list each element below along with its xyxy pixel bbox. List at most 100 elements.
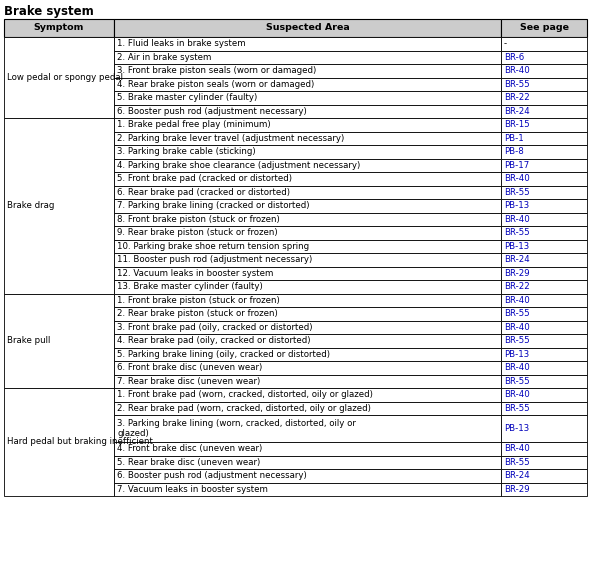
Text: BR-24: BR-24	[504, 255, 530, 264]
Bar	[501, 172, 587, 186]
Bar	[114, 280, 501, 294]
Bar	[114, 77, 501, 91]
Text: 12. Vacuum leaks in booster system: 12. Vacuum leaks in booster system	[117, 269, 274, 278]
Bar	[114, 361, 501, 375]
Text: BR-24: BR-24	[504, 107, 530, 116]
Text: 1. Front brake piston (stuck or frozen): 1. Front brake piston (stuck or frozen)	[117, 296, 280, 305]
Bar	[501, 455, 587, 469]
Text: 2. Air in brake system: 2. Air in brake system	[117, 53, 212, 62]
Text: PB-1: PB-1	[504, 134, 524, 143]
Text: 2. Parking brake lever travel (adjustment necessary): 2. Parking brake lever travel (adjustmen…	[117, 134, 344, 143]
Text: 3. Parking brake lining (worn, cracked, distorted, oily or
glazed): 3. Parking brake lining (worn, cracked, …	[117, 419, 356, 438]
Bar	[114, 442, 501, 455]
Bar	[4, 294, 114, 388]
Bar	[501, 294, 587, 307]
Text: 7. Rear brake disc (uneven wear): 7. Rear brake disc (uneven wear)	[117, 377, 260, 386]
Text: BR-55: BR-55	[504, 188, 530, 197]
Bar	[114, 132, 501, 145]
Text: 5. Parking brake lining (oily, cracked or distorted): 5. Parking brake lining (oily, cracked o…	[117, 350, 330, 359]
Text: 3. Parking brake cable (sticking): 3. Parking brake cable (sticking)	[117, 147, 256, 156]
Bar	[501, 415, 587, 442]
Text: Low pedal or spongy pedal: Low pedal or spongy pedal	[7, 73, 123, 82]
Bar	[4, 388, 114, 496]
Bar	[114, 226, 501, 239]
Text: BR-55: BR-55	[504, 228, 530, 237]
Bar	[501, 361, 587, 375]
Text: Symptom: Symptom	[34, 24, 84, 32]
Text: Brake drag: Brake drag	[7, 201, 54, 210]
Bar	[114, 64, 501, 77]
Bar	[114, 347, 501, 361]
Bar	[501, 158, 587, 172]
Text: Suspected Area: Suspected Area	[265, 24, 349, 32]
Bar	[501, 213, 587, 226]
Bar	[501, 307, 587, 320]
Bar	[501, 239, 587, 253]
Text: BR-6: BR-6	[504, 53, 524, 62]
Text: BR-40: BR-40	[504, 444, 530, 453]
Text: BR-40: BR-40	[504, 215, 530, 224]
Text: 4. Rear brake pad (oily, cracked or distorted): 4. Rear brake pad (oily, cracked or dist…	[117, 336, 310, 345]
Bar	[114, 402, 501, 415]
Text: 4. Rear brake piston seals (worn or damaged): 4. Rear brake piston seals (worn or dama…	[117, 80, 314, 89]
Bar	[114, 199, 501, 213]
Bar	[501, 442, 587, 455]
Bar	[114, 37, 501, 50]
Bar	[501, 105, 587, 118]
Text: BR-40: BR-40	[504, 174, 530, 183]
Text: BR-55: BR-55	[504, 377, 530, 386]
Bar	[114, 388, 501, 402]
Text: 11. Booster push rod (adjustment necessary): 11. Booster push rod (adjustment necessa…	[117, 255, 312, 264]
Text: 2. Rear brake piston (stuck or frozen): 2. Rear brake piston (stuck or frozen)	[117, 309, 278, 318]
Text: PB-17: PB-17	[504, 161, 530, 170]
Bar	[501, 347, 587, 361]
Bar	[4, 118, 114, 294]
Text: 6. Booster push rod (adjustment necessary): 6. Booster push rod (adjustment necessar…	[117, 107, 307, 116]
Text: 13. Brake master cylinder (faulty): 13. Brake master cylinder (faulty)	[117, 282, 263, 291]
Bar	[501, 145, 587, 158]
Text: Brake system: Brake system	[4, 5, 94, 18]
Bar	[114, 320, 501, 334]
Text: 6. Front brake disc (uneven wear): 6. Front brake disc (uneven wear)	[117, 363, 262, 372]
Bar	[501, 402, 587, 415]
Bar	[114, 239, 501, 253]
Text: 4. Front brake disc (uneven wear): 4. Front brake disc (uneven wear)	[117, 444, 262, 453]
Bar	[501, 375, 587, 388]
Bar	[501, 64, 587, 77]
Text: BR-22: BR-22	[504, 282, 530, 291]
Bar	[501, 334, 587, 347]
Bar	[501, 388, 587, 402]
Bar	[501, 132, 587, 145]
Text: 1. Fluid leaks in brake system: 1. Fluid leaks in brake system	[117, 39, 246, 48]
Bar	[501, 186, 587, 199]
Text: BR-40: BR-40	[504, 296, 530, 305]
Bar	[114, 158, 501, 172]
Text: 6. Booster push rod (adjustment necessary): 6. Booster push rod (adjustment necessar…	[117, 471, 307, 480]
Text: 3. Front brake piston seals (worn or damaged): 3. Front brake piston seals (worn or dam…	[117, 66, 316, 75]
Text: 2. Rear brake pad (worn, cracked, distorted, oily or glazed): 2. Rear brake pad (worn, cracked, distor…	[117, 404, 371, 413]
Bar	[501, 77, 587, 91]
Bar	[114, 415, 501, 442]
Bar	[114, 105, 501, 118]
Bar	[501, 118, 587, 132]
Text: 5. Brake master cylinder (faulty): 5. Brake master cylinder (faulty)	[117, 93, 257, 102]
Bar	[501, 91, 587, 105]
Text: PB-13: PB-13	[504, 242, 530, 251]
Text: BR-55: BR-55	[504, 458, 530, 467]
Bar	[114, 266, 501, 280]
Text: 10. Parking brake shoe return tension spring: 10. Parking brake shoe return tension sp…	[117, 242, 309, 251]
Text: BR-40: BR-40	[504, 363, 530, 372]
Bar	[114, 253, 501, 266]
Bar	[501, 320, 587, 334]
Bar	[114, 50, 501, 64]
Bar	[114, 91, 501, 105]
Text: 8. Front brake piston (stuck or frozen): 8. Front brake piston (stuck or frozen)	[117, 215, 280, 224]
Text: See page: See page	[519, 24, 569, 32]
Text: 1. Front brake pad (worn, cracked, distorted, oily or glazed): 1. Front brake pad (worn, cracked, disto…	[117, 390, 373, 399]
Bar	[114, 483, 501, 496]
Bar	[501, 19, 587, 37]
Bar	[501, 50, 587, 64]
Text: BR-15: BR-15	[504, 120, 530, 129]
Bar	[501, 266, 587, 280]
Bar	[501, 253, 587, 266]
